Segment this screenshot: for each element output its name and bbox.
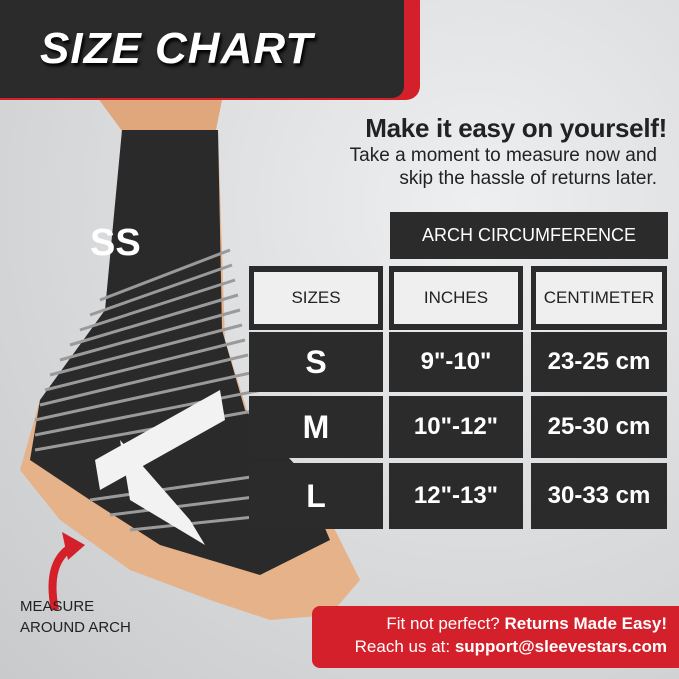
size-cell: L — [249, 463, 383, 529]
column-header-sizes: SIZES — [249, 266, 383, 330]
footer-text: Reach us at: — [354, 637, 455, 656]
pitch-text: Make it easy on yourself! Take a moment … — [349, 113, 668, 190]
column-header-label: INCHES — [394, 272, 518, 324]
group-header-arch-circumference: ARCH CIRCUMFERENCE — [390, 212, 668, 259]
measure-instruction: MEASURE AROUND ARCH — [20, 596, 131, 638]
returns-banner: Fit not perfect? Returns Made Easy! Reac… — [312, 606, 679, 668]
returns-made-easy: Returns Made Easy! — [504, 614, 668, 633]
instruction-line-1: MEASURE — [20, 598, 95, 615]
column-header-inches: INCHES — [389, 266, 523, 330]
column-header-label: CENTIMETER — [536, 272, 662, 324]
inches-cell: 10"-12" — [389, 396, 523, 458]
column-header-centimeter: CENTIMETER — [531, 266, 667, 330]
title-banner: SIZE CHART — [0, 0, 420, 100]
footer-text: Fit not perfect? — [386, 614, 505, 633]
headline: Make it easy on yourself! — [365, 113, 667, 143]
size-cell: M — [249, 396, 383, 458]
inches-cell: 12"-13" — [389, 463, 523, 529]
page-title: SIZE CHART — [40, 24, 314, 73]
pitch-line-1: Take a moment to measure now and — [349, 145, 657, 166]
cm-cell: 30-33 cm — [531, 463, 667, 529]
size-cell: S — [249, 332, 383, 392]
column-header-label: SIZES — [254, 272, 378, 324]
cm-cell: 25-30 cm — [531, 396, 667, 458]
support-email[interactable]: support@sleevestars.com — [454, 637, 667, 656]
inches-cell: 9"-10" — [389, 332, 523, 392]
pitch-line-2: skip the hassle of returns later. — [399, 168, 657, 189]
cm-cell: 23-25 cm — [531, 332, 667, 392]
svg-text:SS: SS — [90, 222, 141, 264]
instruction-line-2: AROUND ARCH — [20, 619, 131, 636]
